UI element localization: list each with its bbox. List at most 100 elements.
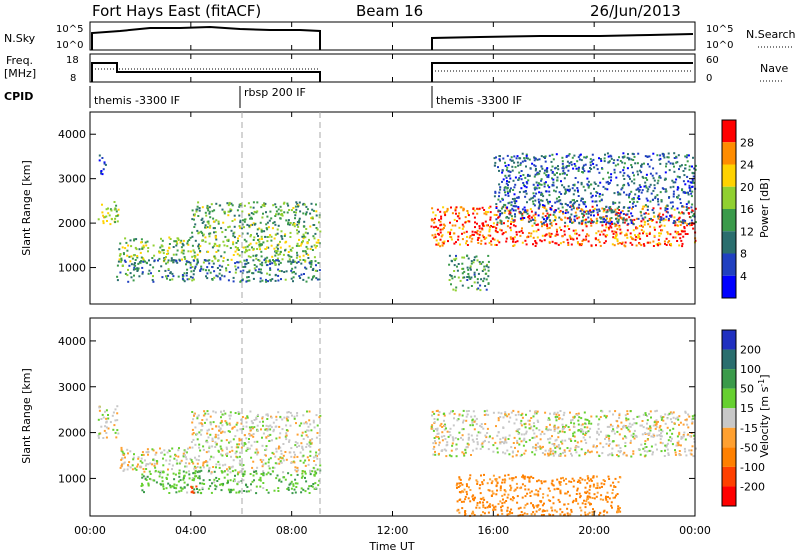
- data-cell: [305, 205, 308, 208]
- data-cell: [313, 487, 316, 490]
- data-cell: [129, 466, 132, 469]
- data-cell: [240, 418, 243, 421]
- data-cell: [256, 453, 259, 456]
- data-cell: [603, 509, 606, 512]
- data-cell: [228, 467, 231, 470]
- data-cell: [542, 206, 544, 208]
- data-cell: [555, 419, 558, 422]
- data-cell: [592, 220, 595, 223]
- data-cell: [652, 245, 655, 247]
- data-cell: [186, 278, 189, 281]
- data-cell: [679, 444, 682, 447]
- data-cell: [616, 220, 619, 223]
- data-cell: [280, 452, 283, 455]
- data-cell: [660, 432, 662, 435]
- data-cell: [214, 243, 217, 246]
- data-cell: [633, 174, 635, 177]
- data-cell: [443, 240, 446, 243]
- data-cell: [194, 223, 197, 226]
- data-cell: [672, 427, 675, 430]
- data-cell: [555, 223, 558, 226]
- data-cell: [270, 239, 273, 242]
- data-cell: [258, 245, 261, 248]
- data-cell: [290, 480, 293, 483]
- data-cell: [280, 230, 283, 233]
- data-cell: [559, 202, 562, 205]
- data-cell: [457, 238, 460, 241]
- data-cell: [513, 155, 516, 158]
- data-cell: [296, 232, 299, 235]
- data-cell: [225, 269, 228, 272]
- data-cell: [581, 423, 584, 426]
- data-cell: [567, 185, 570, 188]
- data-cell: [476, 281, 479, 284]
- data-cell: [196, 205, 199, 208]
- data-cell: [118, 248, 121, 251]
- data-cell: [499, 214, 501, 217]
- data-cell: [641, 433, 644, 436]
- data-cell: [200, 267, 203, 270]
- data-cell: [129, 272, 132, 275]
- data-cell: [197, 414, 200, 417]
- data-cell: [248, 426, 251, 429]
- data-cell: [469, 268, 472, 271]
- data-cell: [144, 459, 146, 462]
- data-cell: [247, 202, 250, 205]
- data-cell: [616, 240, 619, 242]
- data-cell: [670, 207, 673, 210]
- data-cell: [193, 465, 196, 468]
- data-cell: [172, 485, 175, 488]
- data-cell: [246, 245, 249, 248]
- data-cell: [521, 513, 524, 516]
- data-cell: [516, 441, 519, 444]
- data-cell: [175, 253, 178, 256]
- data-cell: [279, 446, 282, 449]
- data-cell: [98, 409, 101, 412]
- data-cell: [634, 204, 637, 207]
- data-cell: [145, 468, 148, 470]
- data-cell: [539, 445, 542, 448]
- data-cell: [274, 455, 277, 458]
- data-cell: [167, 259, 170, 262]
- data-cell: [569, 220, 572, 223]
- data-cell: [453, 270, 456, 272]
- data-cell: [648, 185, 651, 188]
- data-cell: [496, 239, 499, 242]
- data-cell: [140, 454, 143, 456]
- data-cell: [592, 158, 595, 161]
- data-cell: [503, 481, 506, 484]
- data-cell: [307, 429, 310, 432]
- data-cell: [664, 209, 667, 212]
- data-cell: [453, 218, 456, 221]
- data-cell: [171, 464, 174, 467]
- data-cell: [626, 229, 629, 232]
- data-cell: [691, 178, 694, 181]
- data-cell: [223, 210, 226, 213]
- data-cell: [523, 217, 526, 219]
- data-cell: [543, 172, 546, 175]
- data-cell: [514, 209, 517, 212]
- data-cell: [520, 187, 523, 190]
- data-cell: [644, 412, 647, 415]
- data-cell: [646, 415, 649, 417]
- data-cell: [679, 165, 682, 168]
- data-cell: [146, 240, 149, 243]
- data-cell: [606, 210, 609, 213]
- data-cell: [573, 199, 575, 202]
- data-cell: [291, 246, 294, 249]
- data-cell: [128, 461, 131, 464]
- data-cell: [677, 231, 680, 233]
- data-cell: [494, 161, 497, 164]
- data-cell: [196, 258, 199, 261]
- data-cell: [229, 491, 232, 494]
- data-cell: [589, 158, 592, 161]
- data-cell: [616, 207, 619, 210]
- data-cell: [115, 204, 118, 207]
- data-cell: [476, 443, 479, 446]
- data-cell: [594, 237, 597, 240]
- data-cell: [494, 508, 497, 511]
- data-cell: [284, 278, 287, 281]
- data-cell: [560, 229, 563, 231]
- data-cell: [316, 228, 319, 231]
- data-cell: [101, 203, 103, 206]
